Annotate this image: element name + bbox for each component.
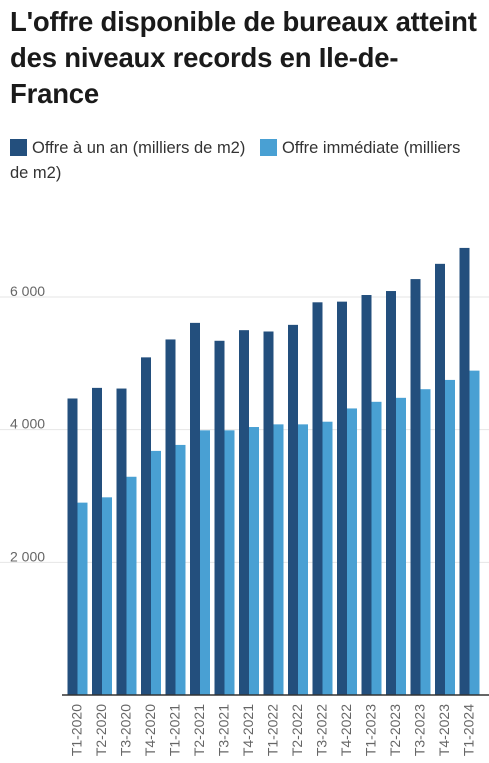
x-tick-label-T1-2023: T1-2023: [363, 704, 379, 756]
x-tick-label-T3-2021: T3-2021: [216, 704, 232, 756]
legend-item-offre-un-an[interactable]: Offre à un an (milliers de m2): [10, 139, 250, 157]
bar-offre-un-an-T2-2021[interactable]: [190, 322, 200, 695]
bar-offre-un-an-T4-2023[interactable]: [435, 263, 445, 695]
bar-offre-immediate-T4-2020[interactable]: [151, 450, 161, 695]
legend-swatch-offre-un-an: [10, 139, 27, 156]
x-tick-label-T3-2023: T3-2023: [412, 704, 428, 756]
bar-offre-un-an-T2-2022[interactable]: [288, 324, 298, 695]
x-tick-label-T1-2020: T1-2020: [69, 704, 85, 756]
chart-title: L'offre disponible de bureaux atteint de…: [10, 6, 477, 109]
bar-offre-un-an-T1-2023[interactable]: [361, 295, 372, 695]
bar-offre-un-an-T1-2024[interactable]: [459, 247, 470, 695]
bar-offre-un-an-T3-2023[interactable]: [410, 279, 421, 695]
x-tick-label-T2-2022: T2-2022: [289, 704, 305, 756]
x-tick-label-T4-2022: T4-2022: [338, 704, 354, 756]
bar-offre-immediate-T3-2021[interactable]: [224, 430, 235, 695]
x-tick-label-T4-2021: T4-2021: [240, 704, 256, 756]
bar-offre-un-an-T4-2020[interactable]: [141, 357, 151, 695]
bar-offre-un-an-T2-2020[interactable]: [92, 387, 102, 695]
bar-offre-immediate-T4-2021[interactable]: [249, 427, 259, 695]
x-tick-label-T2-2023: T2-2023: [387, 704, 403, 756]
x-tick-label-T1-2021: T1-2021: [167, 704, 183, 756]
legend: Offre à un an (milliers de m2) Offre imm…: [10, 136, 480, 186]
bar-offre-immediate-T1-2022[interactable]: [273, 424, 284, 695]
bar-offre-immediate-T1-2021[interactable]: [175, 444, 186, 695]
y-tick-label-2000: 2 000: [10, 548, 45, 564]
x-tick-label-T4-2020: T4-2020: [142, 704, 158, 756]
x-tick-label-T2-2021: T2-2021: [191, 704, 207, 756]
bar-offre-un-an-T1-2020[interactable]: [67, 398, 78, 695]
x-tick-label-T3-2022: T3-2022: [314, 704, 330, 756]
bar-offre-immediate-T2-2021[interactable]: [200, 430, 210, 695]
bar-offre-immediate-T1-2023[interactable]: [371, 401, 382, 695]
bar-offre-immediate-T3-2023[interactable]: [420, 389, 431, 695]
x-tick-label-T3-2020: T3-2020: [118, 704, 134, 756]
bar-offre-immediate-T4-2022[interactable]: [347, 408, 357, 695]
bar-offre-un-an-T3-2020[interactable]: [116, 388, 127, 695]
bars: [67, 247, 480, 695]
bar-offre-immediate-T3-2022[interactable]: [322, 421, 333, 695]
bar-offre-immediate-T1-2020[interactable]: [77, 502, 88, 695]
bar-offre-un-an-T1-2021[interactable]: [165, 339, 176, 695]
bar-offre-un-an-T4-2021[interactable]: [239, 330, 249, 695]
bar-offre-immediate-T2-2020[interactable]: [102, 497, 112, 695]
legend-label-offre-un-an: Offre à un an (milliers de m2): [32, 139, 246, 157]
x-tick-label-T1-2022: T1-2022: [265, 704, 281, 756]
bar-offre-immediate-T4-2023[interactable]: [445, 379, 455, 695]
x-tick-label-T1-2024: T1-2024: [461, 704, 477, 756]
bar-offre-un-an-T3-2021[interactable]: [214, 340, 225, 695]
bar-offre-immediate-T2-2022[interactable]: [298, 424, 308, 695]
bar-offre-immediate-T2-2023[interactable]: [396, 397, 406, 695]
bar-offre-un-an-T4-2022[interactable]: [337, 301, 347, 695]
axes: 2 000 4 000 6 000 T1-2020 T2-2020 T3-2020 T4-2…: [10, 283, 489, 756]
x-tick-label-T4-2023: T4-2023: [436, 704, 452, 756]
bar-offre-immediate-T1-2024[interactable]: [469, 370, 480, 695]
bar-offre-immediate-T3-2020[interactable]: [126, 476, 137, 695]
bar-offre-un-an-T3-2022[interactable]: [312, 302, 323, 695]
bar-offre-un-an-T1-2022[interactable]: [263, 331, 274, 695]
y-tick-label-6000: 6 000: [10, 283, 45, 299]
legend-label-offre-immediate: Offre immédiate (milliers de m2): [10, 139, 461, 182]
legend-swatch-offre-immediate: [259, 139, 277, 156]
bar-offre-un-an-T2-2023[interactable]: [386, 291, 396, 695]
x-tick-label-T2-2020: T2-2020: [93, 704, 109, 756]
legend-item-offre-immediate[interactable]: Offre immédiate (milliers de m2): [10, 139, 460, 182]
y-tick-label-4000: 4 000: [10, 416, 45, 432]
